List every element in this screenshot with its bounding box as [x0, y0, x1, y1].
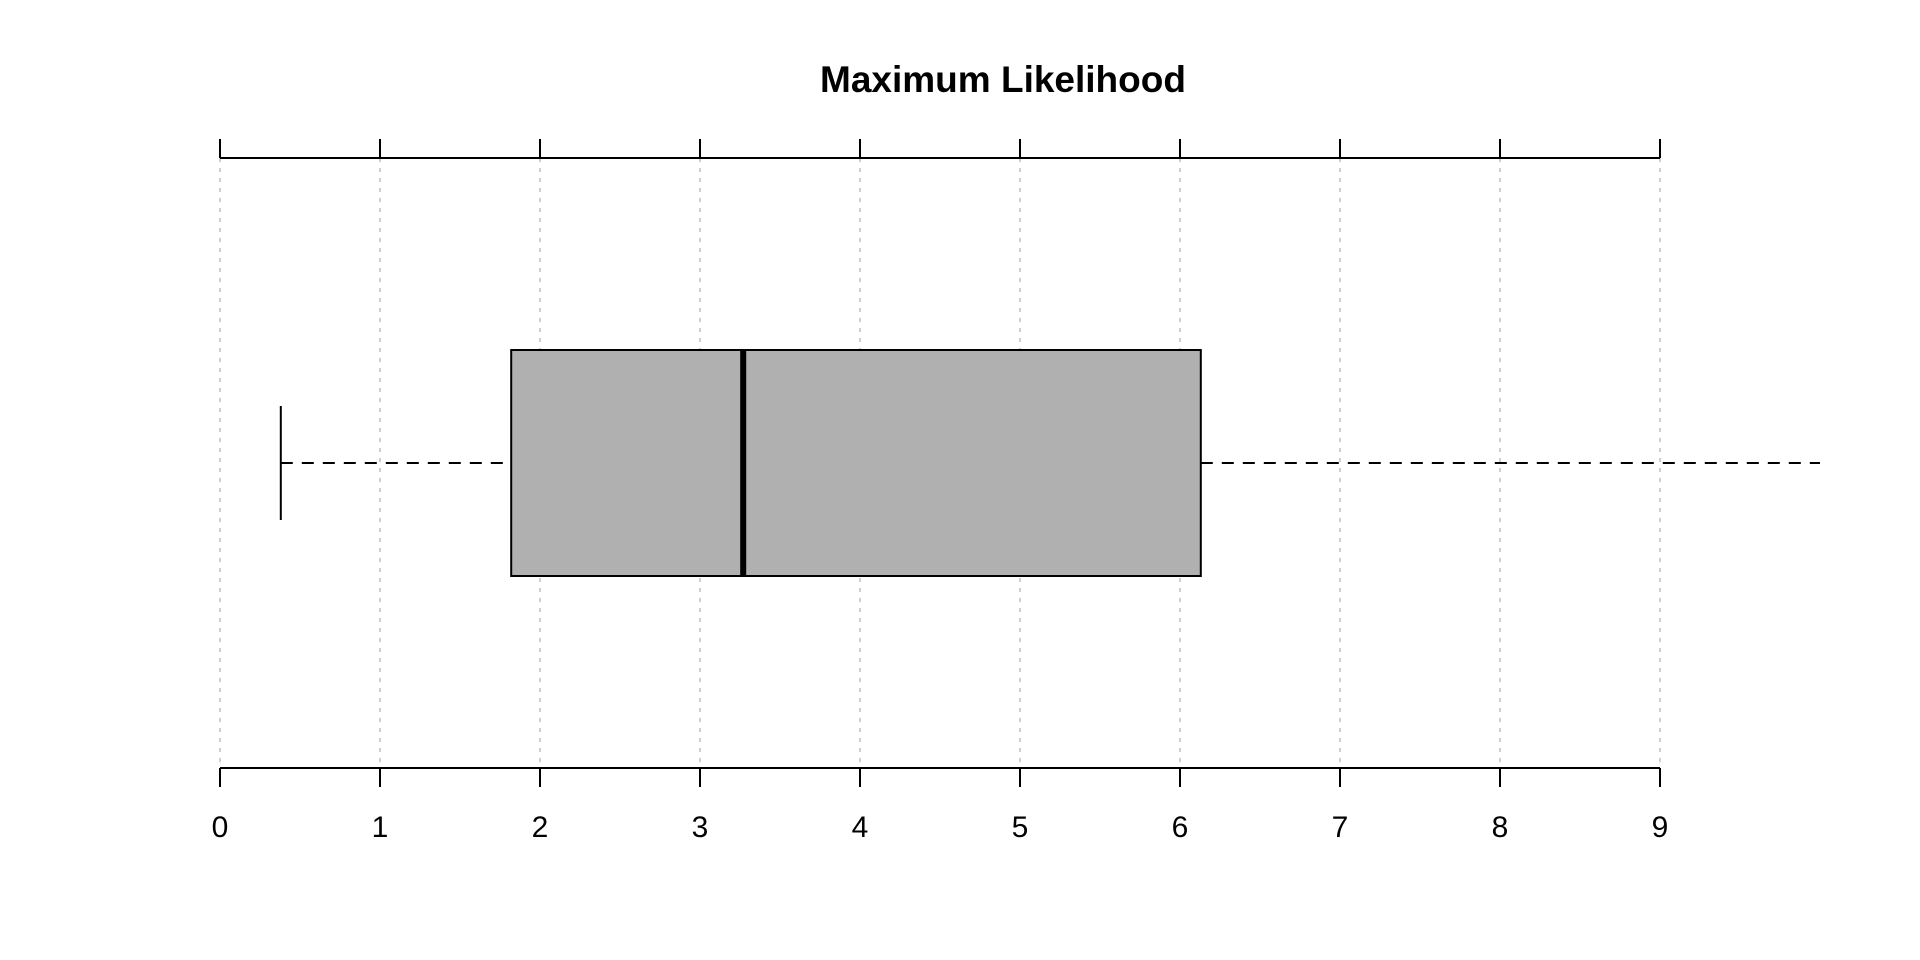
chart-title: Maximum Likelihood	[820, 59, 1186, 100]
grid-lines	[219, 158, 1661, 768]
x-tick-label-6: 6	[1172, 811, 1189, 844]
x-tick-label-1: 1	[372, 811, 389, 844]
x-tick-label-9: 9	[1652, 811, 1669, 844]
iqr-box	[510, 349, 1202, 577]
x-tick-label-4: 4	[852, 811, 869, 844]
top-axis	[219, 139, 1661, 159]
box-plot	[279, 349, 1820, 577]
x-tick-label-2: 2	[532, 811, 549, 844]
x-tick-label-0: 0	[212, 811, 229, 844]
x-tick-label-3: 3	[692, 811, 709, 844]
x-tick-label-7: 7	[1332, 811, 1349, 844]
x-tick-label-5: 5	[1012, 811, 1029, 844]
x-tick-label-8: 8	[1492, 811, 1509, 844]
bottom-axis: 0 1 2 3 4 5 6 7 8 9	[212, 767, 1669, 844]
